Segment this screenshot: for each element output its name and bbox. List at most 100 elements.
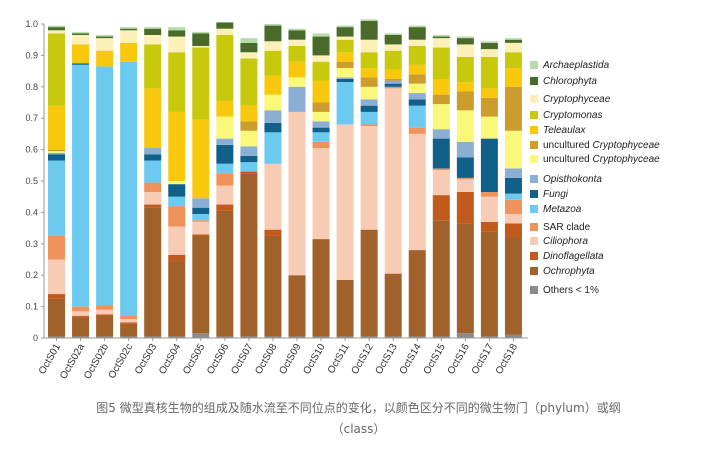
bar-segment-Teleaulax: [432, 78, 450, 95]
bar-segment-Metazoa: [96, 66, 114, 306]
bar-segment-Ciliophora: [504, 213, 522, 224]
bar-segment-Cryptomonas: [240, 58, 258, 106]
bar-segment-Cryptomonas: [456, 56, 474, 83]
bar-segment-Archaeplastida: [48, 25, 65, 28]
legend-label: Ochrophyta: [543, 266, 595, 277]
bar-segment-Opisthokonta: [504, 168, 522, 178]
bar-segment-Fungi: [312, 127, 330, 133]
legend: Archaeplastida Chlorophyta Cryptophyceae Cr…: [530, 60, 660, 296]
x-tick-label: OctS13: [374, 342, 400, 377]
bar-segment-Ciliophora: [336, 124, 354, 280]
bar-segment-Metazoa: [192, 213, 210, 221]
bar-segment-Cryptomonas: [480, 56, 498, 89]
bar-segment-Opisthokonta: [384, 80, 402, 84]
bar-segment-Metazoa: [72, 64, 90, 307]
bar-segment-Ochrophyta: [120, 323, 138, 337]
bar-segment-SAR: [72, 306, 90, 312]
bar-segment-SAR: [216, 173, 234, 186]
bar-segment-Teleaulax: [216, 100, 234, 117]
bar-stack-OctS10: [312, 33, 330, 338]
legend-swatch-Archaeplastida: [530, 61, 538, 69]
bar-segment-unc_crypto_gold: [48, 149, 65, 152]
bar-segment-Chlorophyta: [168, 30, 186, 37]
bar-segment-SAR: [480, 191, 498, 197]
bar-segment-Metazoa: [504, 193, 522, 200]
bar-segment-Chlorophyta: [480, 42, 498, 50]
bar-segment-Archaeplastida: [432, 34, 450, 37]
bar-segment-Dinoflagellata: [96, 314, 114, 317]
legend-swatch-Ciliophora: [530, 237, 538, 245]
bar-segment-SAR: [192, 220, 210, 222]
bar-segment-Chlorophyta: [240, 42, 258, 53]
bar-segment-Archaeplastida: [72, 31, 90, 34]
legend-label: Ciliophora: [543, 236, 588, 247]
bar-segment-Opisthokonta: [216, 138, 234, 145]
bar-segment-Teleaulax: [384, 69, 402, 79]
bar-segment-Dinoflagellata: [48, 294, 65, 299]
bar-segment-SAR: [168, 206, 186, 227]
bar-segment-Ciliophora: [216, 185, 234, 205]
bar-segment-Dinoflagellata: [72, 316, 90, 318]
bar-segment-Dinoflagellata: [264, 229, 282, 236]
bar-segment-Cryptophyceae: [480, 49, 498, 57]
x-tick-label: OctS03: [133, 342, 159, 377]
bar-segment-Chlorophyta: [456, 38, 474, 45]
bar-segment-Cryptomonas: [168, 52, 186, 112]
y-tick-label: 0.5: [25, 176, 38, 186]
bar-segment-Ochrophyta: [432, 220, 450, 337]
bar-segment-Cryptomonas: [336, 39, 354, 53]
bar-segment-Others: [384, 336, 402, 338]
bar-segment-Dinoflagellata: [120, 322, 138, 324]
bar-segment-Ochrophyta: [192, 235, 210, 334]
bar-segment-Cryptomonas: [264, 50, 282, 76]
bar-segment-Teleaulax: [72, 44, 90, 64]
bar-stack-OctS15: [432, 34, 450, 338]
bar-segment-Teleaulax: [264, 75, 282, 95]
bar-segment-Ochrophyta: [96, 316, 114, 337]
y-tick-label: 0: [33, 333, 38, 343]
bar-segment-unc_crypto_gold: [312, 102, 330, 112]
bar-segment-Opisthokonta: [312, 121, 330, 128]
bar-segment-Ciliophora: [480, 196, 498, 222]
y-tick-label: 0.6: [25, 145, 38, 155]
legend-label: Metazoa: [543, 204, 582, 215]
bar-segment-Ochrophyta: [72, 317, 90, 337]
legend-label: Fungi: [543, 189, 569, 200]
bar-segment-Dinoflagellata: [432, 195, 450, 221]
bar-segment-Cryptomonas: [384, 50, 402, 70]
bar-segment-Archaeplastida: [144, 27, 162, 29]
bar-segment-Cryptomonas: [144, 44, 162, 89]
bar-segment-Ochrophyta: [240, 173, 258, 337]
bar-segment-Ochrophyta: [408, 250, 426, 337]
plot-area: [48, 19, 522, 338]
bar-segment-Ochrophyta: [264, 235, 282, 337]
bar-segment-Cryptophyceae: [432, 38, 450, 48]
bar-segment-Teleaulax: [408, 64, 426, 75]
bar-segment-SAR: [456, 177, 474, 180]
x-tick-label: OctS16: [446, 342, 472, 377]
caption-line-2: （class）: [331, 422, 386, 436]
bar-segment-Opisthokonta: [336, 77, 354, 79]
bar-segment-Archaeplastida: [336, 25, 354, 28]
bar-segment-Others: [144, 336, 162, 338]
bar-segment-Ochrophyta: [312, 239, 330, 337]
bar-stack-OctS06: [216, 22, 234, 338]
bar-segment-Fungi: [408, 99, 426, 106]
bar-stack-OctS02c: [120, 27, 138, 338]
bar-stack-OctS07: [240, 38, 258, 338]
bar-segment-Archaeplastida: [240, 38, 258, 43]
legend-swatch-Chlorophyta: [530, 77, 538, 85]
bar-segment-Ciliophora: [96, 309, 114, 315]
y-tick-label: 1.0: [25, 19, 38, 29]
bar-segment-SAR: [312, 141, 330, 149]
bar-segment-Archaeplastida: [312, 33, 330, 37]
bar-segment-Others: [96, 336, 114, 338]
bar-segment-Cryptomonas: [216, 34, 234, 101]
bar-segment-unc_crypto_yellow: [48, 151, 65, 153]
legend-swatch-Opisthokonta: [530, 175, 538, 183]
y-tick-label: 0.3: [25, 239, 38, 249]
bar-segment-Chlorophyta: [360, 20, 378, 40]
bar-segment-Cryptomonas: [288, 45, 306, 62]
y-axis: 0 0.1 0.2 0.3 0.4 0.5 0.6 0.7 0.8 0.9 1.0: [25, 19, 45, 343]
bar-segment-Fungi: [72, 63, 90, 65]
